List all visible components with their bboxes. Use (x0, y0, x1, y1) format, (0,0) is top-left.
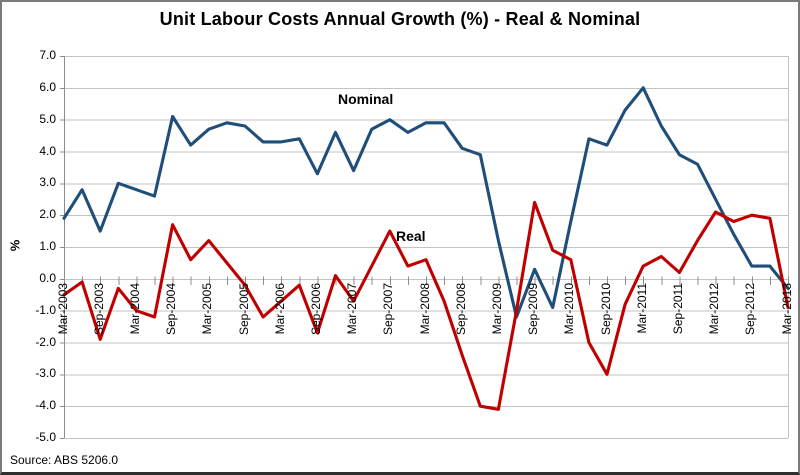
chart-title: Unit Labour Costs Annual Growth (%) - Re… (159, 9, 641, 29)
nominal-series-line (62, 86, 790, 319)
series-label-real: Real (396, 228, 426, 244)
real-series-line (62, 200, 790, 411)
source-note: Source: ABS 5206.0 (10, 453, 119, 467)
series-label-nominal: Nominal (338, 91, 394, 107)
